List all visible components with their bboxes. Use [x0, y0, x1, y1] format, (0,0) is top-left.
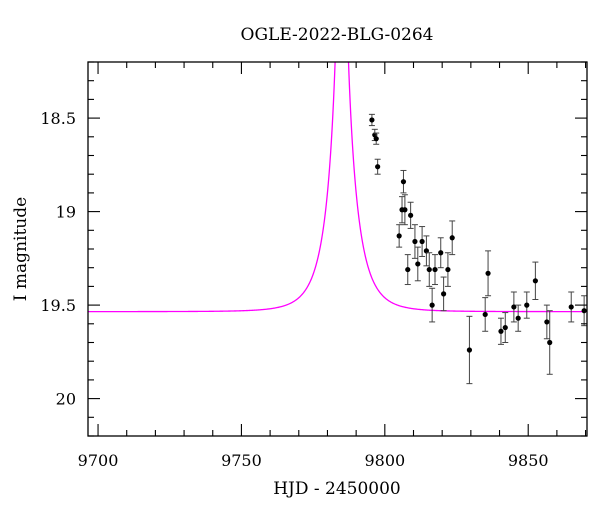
- data-point: [544, 319, 550, 325]
- data-point: [426, 266, 432, 273]
- data-point: [412, 238, 418, 245]
- data-point: [441, 291, 447, 297]
- y-tick-label: 18.5: [40, 109, 76, 128]
- data-point: [396, 233, 402, 239]
- data-point: [515, 315, 521, 321]
- plot-frame: [87, 61, 588, 437]
- data-point: [524, 302, 530, 308]
- data-point: [408, 212, 414, 218]
- data-point: [400, 179, 407, 185]
- data-point: [429, 302, 435, 308]
- data-point: [419, 238, 425, 245]
- data-point: [485, 270, 491, 276]
- axis-ticks: [88, 61, 587, 437]
- data-point: [547, 339, 553, 346]
- y-tick-label: 20: [56, 390, 76, 409]
- data-point: [532, 278, 538, 284]
- data-point: [375, 164, 381, 170]
- data-point: [438, 250, 444, 256]
- data-point: [415, 261, 421, 267]
- y-axis-title: I magnitude: [11, 197, 31, 301]
- data-point: [423, 248, 430, 254]
- x-tick-label: 9750: [221, 451, 262, 470]
- y-tick-label: 19: [56, 203, 76, 222]
- y-tick-label: 19.5: [40, 296, 76, 315]
- data-point: [482, 311, 488, 318]
- model-layer: [88, 62, 587, 313]
- data-point: [498, 328, 504, 334]
- data-point: [402, 207, 408, 213]
- x-tick-label: 9800: [364, 451, 405, 470]
- x-tick-label: 9700: [78, 451, 119, 470]
- chart-title: OGLE-2022-BLG-0264: [241, 25, 434, 45]
- x-axis-title: HJD - 2450000: [273, 479, 401, 499]
- data-point: [432, 266, 438, 273]
- data-point: [568, 304, 574, 310]
- data-point: [373, 136, 379, 142]
- data-point: [449, 235, 455, 241]
- model-curve: [88, 62, 587, 313]
- data-point: [369, 117, 375, 123]
- data-point: [445, 266, 451, 273]
- data-point: [405, 266, 411, 273]
- data-point: [502, 324, 508, 331]
- data-point: [581, 308, 587, 314]
- data-point: [511, 304, 517, 310]
- x-tick-label: 9850: [508, 451, 549, 470]
- data-point: [466, 347, 473, 353]
- tick-labels: 9700 9750 9800 9850 18.5 19 19.5 20: [40, 109, 548, 470]
- data-points-layer: [368, 113, 587, 385]
